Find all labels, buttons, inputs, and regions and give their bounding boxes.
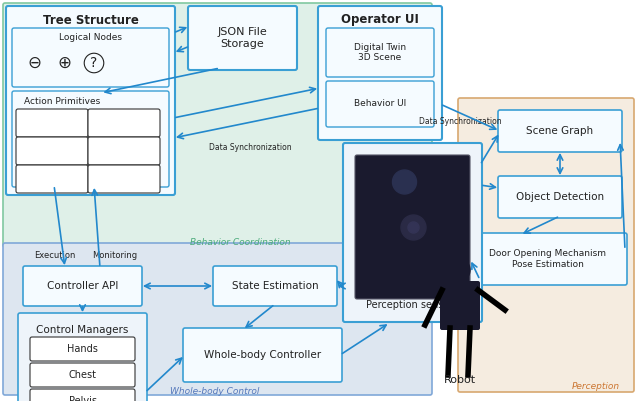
FancyBboxPatch shape (16, 109, 88, 137)
Text: Action Primitives: Action Primitives (24, 97, 100, 105)
Text: Object Detection: Object Detection (516, 192, 604, 202)
Text: ⊖: ⊖ (27, 54, 41, 72)
Text: ?: ? (90, 56, 98, 70)
FancyBboxPatch shape (213, 266, 337, 306)
FancyBboxPatch shape (343, 143, 482, 322)
Text: Pelvis: Pelvis (68, 396, 97, 401)
Text: Monitoring: Monitoring (92, 251, 138, 260)
Text: JSON File
Storage: JSON File Storage (218, 27, 268, 49)
FancyBboxPatch shape (440, 281, 480, 330)
Text: Chest
Pose: Chest Pose (41, 141, 63, 161)
Text: Finger
Trajectories: Finger Trajectories (102, 113, 146, 133)
Text: Footstep
Plan: Footstep Plan (108, 169, 141, 189)
Text: Data Synchronization: Data Synchronization (209, 144, 291, 152)
FancyBboxPatch shape (16, 165, 88, 193)
FancyBboxPatch shape (188, 6, 297, 70)
Text: Hands: Hands (67, 344, 98, 354)
Text: Execution: Execution (35, 251, 76, 260)
Text: Scene Graph: Scene Graph (527, 126, 593, 136)
FancyBboxPatch shape (6, 6, 175, 195)
FancyBboxPatch shape (12, 28, 169, 87)
FancyBboxPatch shape (458, 98, 634, 392)
Text: Controller API: Controller API (47, 281, 118, 291)
FancyBboxPatch shape (30, 389, 135, 401)
Text: Whole-body Control: Whole-body Control (170, 387, 260, 396)
FancyBboxPatch shape (12, 91, 169, 187)
Text: Screw
Primitives: Screw Primitives (105, 141, 143, 161)
FancyBboxPatch shape (355, 155, 470, 299)
Ellipse shape (450, 259, 470, 281)
FancyBboxPatch shape (30, 337, 135, 361)
Text: Pelvis
Pose: Pelvis Pose (41, 169, 63, 189)
Text: Digital Twin
3D Scene: Digital Twin 3D Scene (354, 43, 406, 62)
FancyBboxPatch shape (18, 313, 147, 401)
Text: Chest: Chest (68, 370, 97, 380)
FancyBboxPatch shape (498, 176, 622, 218)
Text: Behavior Coordination: Behavior Coordination (189, 238, 291, 247)
Circle shape (392, 170, 417, 194)
FancyBboxPatch shape (468, 233, 627, 285)
Text: Data Synchronization: Data Synchronization (419, 117, 501, 126)
FancyBboxPatch shape (88, 137, 160, 165)
FancyBboxPatch shape (498, 110, 622, 152)
FancyBboxPatch shape (326, 81, 434, 127)
FancyBboxPatch shape (318, 6, 442, 140)
Text: Robot: Robot (444, 375, 476, 385)
Text: Logical Nodes: Logical Nodes (59, 34, 122, 43)
Text: Perception sensors: Perception sensors (366, 300, 459, 310)
Text: Arm
Trajectory: Arm Trajectory (33, 113, 71, 133)
Text: ⊕: ⊕ (57, 54, 71, 72)
Text: Door Opening Mechanism
Pose Estimation: Door Opening Mechanism Pose Estimation (489, 249, 606, 269)
Text: Perception: Perception (572, 382, 620, 391)
Text: Tree Structure: Tree Structure (43, 14, 138, 26)
Text: Whole-body Controller: Whole-body Controller (204, 350, 321, 360)
FancyBboxPatch shape (16, 137, 88, 165)
Text: State Estimation: State Estimation (232, 281, 318, 291)
FancyBboxPatch shape (3, 243, 432, 395)
FancyBboxPatch shape (3, 3, 432, 247)
Text: Operator UI: Operator UI (341, 14, 419, 26)
FancyBboxPatch shape (183, 328, 342, 382)
FancyBboxPatch shape (23, 266, 142, 306)
Text: Control Managers: Control Managers (36, 325, 129, 335)
FancyBboxPatch shape (326, 28, 434, 77)
Text: Behavior UI: Behavior UI (354, 99, 406, 109)
FancyBboxPatch shape (88, 109, 160, 137)
FancyBboxPatch shape (88, 165, 160, 193)
FancyBboxPatch shape (30, 363, 135, 387)
